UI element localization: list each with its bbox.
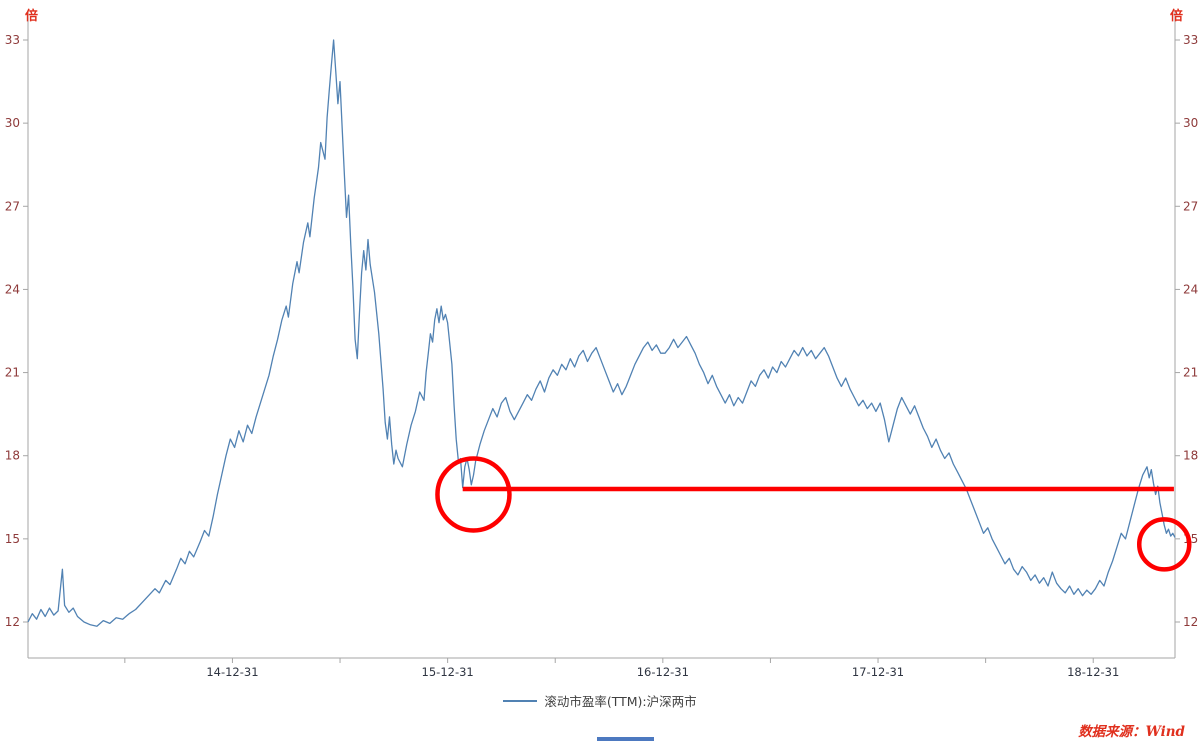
y-axis-label-right: 24	[1183, 282, 1198, 296]
y-axis-label-left: 12	[5, 615, 20, 629]
bottom-edge-artifact	[597, 737, 654, 741]
pe-ttm-series-line	[27, 39, 1176, 627]
y-axis-label-left: 21	[5, 366, 20, 380]
y-axis-label-right: 12	[1183, 615, 1198, 629]
y-axis-label-left: 30	[5, 116, 20, 130]
highlight-circle-1	[435, 456, 512, 533]
y-axis-label-right: 33	[1183, 33, 1198, 47]
data-source-credit: 数据来源：Wind	[1078, 724, 1185, 740]
y-axis-label-right: 18	[1183, 449, 1198, 463]
x-axis-label: 16-12-31	[637, 665, 689, 679]
legend-line-marker	[503, 699, 538, 702]
y-axis-label-left: 24	[5, 282, 20, 296]
x-axis-label: 17-12-31	[852, 665, 904, 679]
y-axis-unit-right: 倍	[1169, 9, 1183, 24]
y-axis-label-left: 33	[5, 33, 20, 47]
y-axis-label-right: 27	[1183, 199, 1198, 213]
y-axis-label-left: 27	[5, 199, 20, 213]
legend: 滚动市盈率(TTM):沪深两市	[0, 691, 1200, 710]
y-axis-label-right: 21	[1183, 366, 1198, 380]
y-axis-unit-left: 倍	[25, 9, 39, 24]
x-axis-label: 14-12-31	[206, 665, 258, 679]
x-axis-label: 15-12-31	[422, 665, 474, 679]
y-axis-label-right: 30	[1183, 116, 1198, 130]
highlight-circle-2	[1136, 517, 1192, 572]
legend-label: 滚动市盈率(TTM):沪深两市	[544, 694, 697, 709]
x-axis-label: 18-12-31	[1067, 665, 1119, 679]
y-axis-label-left: 15	[5, 532, 20, 546]
y-axis-label-left: 18	[5, 449, 20, 463]
